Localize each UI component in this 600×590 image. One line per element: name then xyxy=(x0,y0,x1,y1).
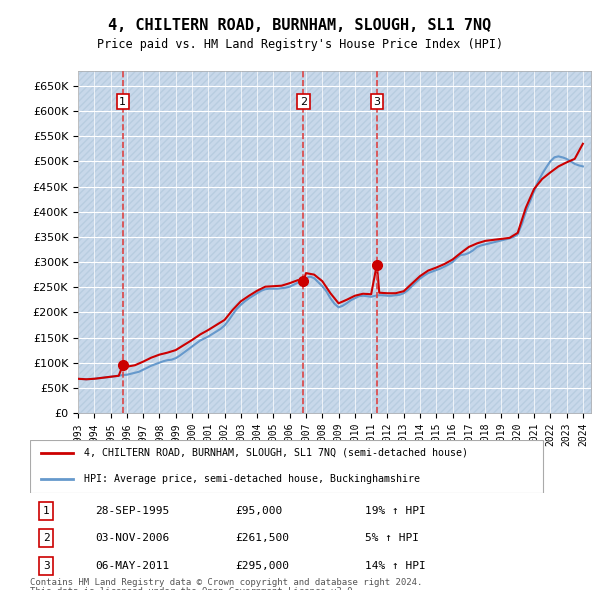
Text: £261,500: £261,500 xyxy=(235,533,289,543)
Text: 3: 3 xyxy=(373,97,380,107)
Text: Price paid vs. HM Land Registry's House Price Index (HPI): Price paid vs. HM Land Registry's House … xyxy=(97,38,503,51)
Text: 2: 2 xyxy=(300,97,307,107)
Text: 3: 3 xyxy=(43,561,50,571)
Text: 1: 1 xyxy=(119,97,126,107)
Text: 4, CHILTERN ROAD, BURNHAM, SLOUGH, SL1 7NQ (semi-detached house): 4, CHILTERN ROAD, BURNHAM, SLOUGH, SL1 7… xyxy=(84,448,468,458)
Text: 03-NOV-2006: 03-NOV-2006 xyxy=(95,533,169,543)
Text: 1: 1 xyxy=(43,506,50,516)
Text: HPI: Average price, semi-detached house, Buckinghamshire: HPI: Average price, semi-detached house,… xyxy=(84,474,420,484)
Text: £295,000: £295,000 xyxy=(235,561,289,571)
Text: This data is licensed under the Open Government Licence v3.0.: This data is licensed under the Open Gov… xyxy=(30,587,358,590)
Text: £95,000: £95,000 xyxy=(235,506,283,516)
Text: 2: 2 xyxy=(43,533,50,543)
Text: 5% ↑ HPI: 5% ↑ HPI xyxy=(365,533,419,543)
Text: 19% ↑ HPI: 19% ↑ HPI xyxy=(365,506,425,516)
Text: 14% ↑ HPI: 14% ↑ HPI xyxy=(365,561,425,571)
Text: 4, CHILTERN ROAD, BURNHAM, SLOUGH, SL1 7NQ: 4, CHILTERN ROAD, BURNHAM, SLOUGH, SL1 7… xyxy=(109,18,491,32)
Text: 06-MAY-2011: 06-MAY-2011 xyxy=(95,561,169,571)
FancyBboxPatch shape xyxy=(30,440,543,493)
Text: Contains HM Land Registry data © Crown copyright and database right 2024.: Contains HM Land Registry data © Crown c… xyxy=(30,578,422,587)
Text: 28-SEP-1995: 28-SEP-1995 xyxy=(95,506,169,516)
